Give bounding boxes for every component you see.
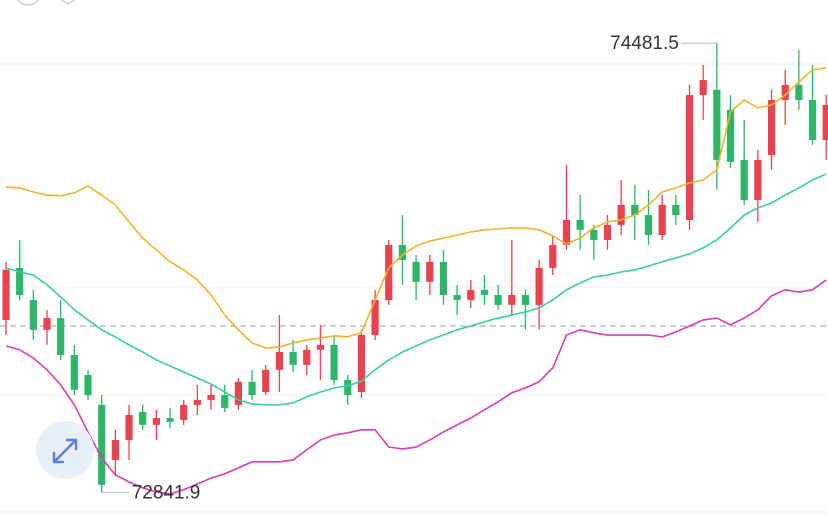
candle-body bbox=[316, 344, 325, 350]
candle-body bbox=[330, 344, 338, 380]
candle-body bbox=[494, 295, 502, 305]
candle-body bbox=[248, 381, 256, 396]
candle-body bbox=[535, 267, 543, 305]
candle-body bbox=[275, 351, 283, 370]
band-line bbox=[5, 173, 827, 406]
top-icon[interactable] bbox=[15, 0, 41, 6]
candle-body bbox=[562, 219, 571, 245]
candle-body bbox=[371, 299, 379, 336]
candle-body bbox=[303, 349, 311, 365]
candle-body bbox=[207, 395, 215, 400]
candle-body bbox=[549, 244, 557, 268]
candle-body bbox=[480, 289, 489, 296]
candle-body bbox=[29, 299, 37, 330]
candle-body bbox=[808, 99, 817, 140]
top-icon[interactable] bbox=[56, 0, 80, 5]
candle-body bbox=[234, 381, 242, 405]
expand-button[interactable] bbox=[36, 421, 94, 479]
candle-body bbox=[439, 261, 448, 296]
candle-body bbox=[84, 375, 92, 396]
candle-body bbox=[617, 204, 625, 225]
candle-body bbox=[795, 84, 803, 100]
candle-body bbox=[658, 204, 666, 236]
candle-body bbox=[508, 295, 516, 305]
max-label: 74481.5 bbox=[610, 33, 679, 54]
candle-body bbox=[2, 269, 10, 320]
candle-body bbox=[453, 295, 461, 300]
candle-body bbox=[357, 335, 366, 392]
candle-body bbox=[16, 267, 24, 296]
candle-body bbox=[193, 399, 201, 405]
candle-body bbox=[180, 404, 188, 420]
candle-body bbox=[781, 84, 789, 100]
candle-body bbox=[467, 289, 475, 300]
candle-body bbox=[221, 395, 229, 408]
candle-body bbox=[740, 159, 748, 200]
candle-body bbox=[672, 204, 680, 216]
candle-body bbox=[576, 219, 584, 230]
expand-icon[interactable] bbox=[52, 438, 78, 464]
candle-body bbox=[43, 318, 51, 330]
candle-body bbox=[398, 244, 407, 260]
candle-body bbox=[166, 418, 174, 422]
grid bbox=[0, 63, 828, 513]
candle-body bbox=[726, 109, 735, 162]
candle-body bbox=[125, 415, 133, 440]
candle-body bbox=[426, 261, 434, 282]
candle-body bbox=[262, 369, 270, 392]
candle-body bbox=[685, 95, 694, 220]
candle-body bbox=[57, 318, 65, 356]
candle-body bbox=[111, 439, 119, 460]
candle-body bbox=[344, 379, 352, 396]
candle-body bbox=[822, 104, 828, 140]
plot: 74481.5 72841.9 bbox=[0, 33, 828, 503]
candle-body bbox=[70, 355, 78, 390]
candle-body bbox=[713, 89, 721, 160]
band-line bbox=[5, 67, 827, 349]
candle-body bbox=[139, 411, 147, 425]
candle-body bbox=[699, 79, 707, 96]
candle-body bbox=[289, 351, 297, 365]
candle-body bbox=[754, 159, 762, 200]
candle-body bbox=[631, 204, 639, 216]
candle-body bbox=[644, 215, 653, 236]
candle-body bbox=[385, 244, 393, 300]
candle-body bbox=[412, 261, 420, 282]
band-line bbox=[5, 279, 827, 495]
candle-body bbox=[590, 229, 598, 240]
candle-body bbox=[603, 224, 612, 240]
candle-body bbox=[152, 418, 160, 425]
candle-body bbox=[767, 99, 776, 156]
min-label: 72841.9 bbox=[132, 482, 201, 503]
candle-body bbox=[521, 295, 530, 305]
candle-body bbox=[98, 404, 106, 485]
